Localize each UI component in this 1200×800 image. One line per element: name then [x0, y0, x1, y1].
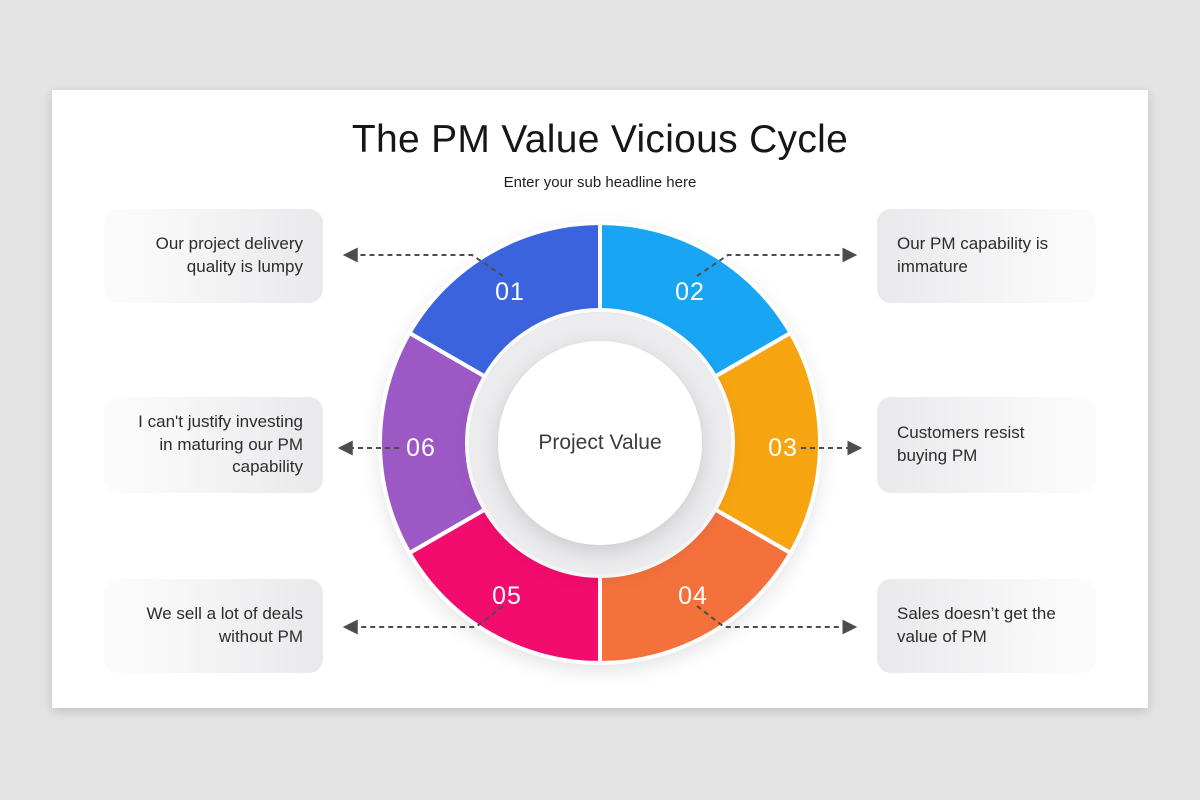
center-label: Project Value	[538, 431, 662, 454]
arrow-segment-05	[342, 605, 504, 635]
callout-segment-04-text: Sales doesn’t get the value of PM	[897, 604, 1056, 646]
callout-segment-04: Sales doesn’t get the value of PM	[877, 579, 1096, 673]
arrow-segment-02	[696, 247, 858, 277]
segment-06	[378, 331, 487, 555]
callout-segment-06: I can't justify investing in maturing ou…	[104, 397, 323, 493]
segment-01-number: 01	[495, 278, 525, 306]
segment-02-number: 02	[675, 278, 705, 306]
arrow-segment-01	[342, 247, 504, 277]
callout-segment-06-text: I can't justify investing in maturing ou…	[138, 412, 303, 477]
callout-segment-01-text: Our project delivery quality is lumpy	[155, 234, 303, 276]
segment-05-number: 05	[492, 582, 522, 610]
arrow-segment-04	[696, 605, 858, 635]
slide-subtitle: Enter your sub headline here	[503, 174, 697, 191]
segment-04-number: 04	[678, 582, 708, 610]
callout-segment-05: We sell a lot of deals without PM	[104, 579, 323, 673]
segment-06-number: 06	[406, 434, 436, 462]
callout-segment-03: Customers resist buying PM	[877, 397, 1096, 493]
callout-segment-03-text: Customers resist buying PM	[897, 423, 1025, 465]
inner-white-disc	[498, 341, 702, 545]
slide-title: The PM Value Vicious Cycle	[351, 118, 849, 161]
callout-segment-01: Our project delivery quality is lumpy	[104, 209, 323, 303]
callout-segment-02-text: Our PM capability is immature	[897, 234, 1049, 276]
callout-segment-05-text: We sell a lot of deals without PM	[146, 604, 303, 646]
segment-03-number: 03	[768, 434, 798, 462]
callout-segment-02: Our PM capability is immature	[877, 209, 1096, 303]
